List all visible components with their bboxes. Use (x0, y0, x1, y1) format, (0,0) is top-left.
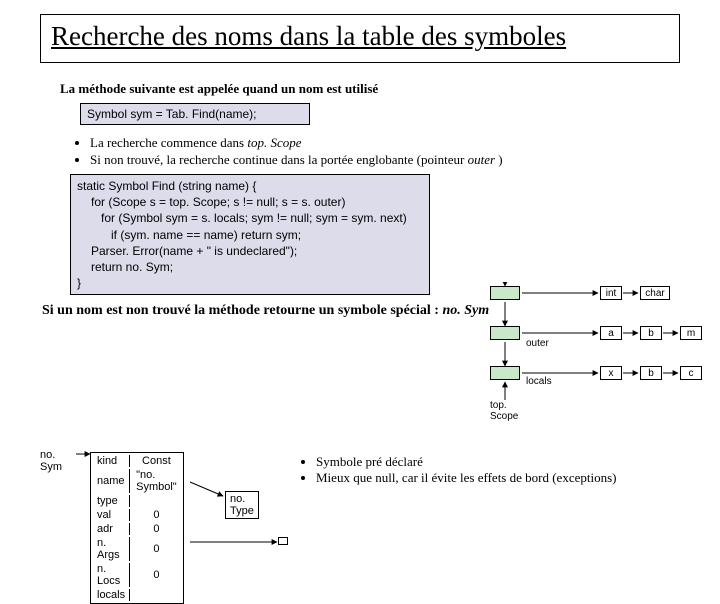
scope-node (490, 366, 520, 380)
symbol-node: x (600, 366, 622, 380)
bullet-list-2: Symbole pré déclaré Mieux que null, car … (300, 454, 616, 486)
symbol-node: c (680, 366, 702, 380)
intro-section: La méthode suivante est appelée quand un… (60, 81, 660, 295)
bullet-item: Symbole pré déclaré (316, 454, 616, 470)
symbol-node: m (680, 326, 702, 340)
page-title: Recherche des noms dans la table des sym… (51, 21, 669, 52)
symbol-node: a (600, 326, 622, 340)
bullet-list-1: La recherche commence dans top. Scope Si… (90, 135, 660, 168)
topscope-label: top. Scope (490, 400, 518, 422)
end-box (278, 537, 288, 545)
bullet-item: Mieux que null, car il évite les effets … (316, 470, 616, 486)
title-box: Recherche des noms dans la table des sym… (40, 14, 680, 63)
bullet-item: La recherche commence dans top. Scope (90, 135, 660, 151)
intro-text: La méthode suivante est appelée quand un… (60, 81, 660, 97)
code-snippet-2: static Symbol Find (string name) { for (… (70, 174, 430, 295)
symbol-node: int (600, 286, 622, 300)
nosym-table: kindConst name"no. Symbol" type val0 adr… (90, 452, 184, 604)
symbol-node: b (640, 326, 662, 340)
scope-node (490, 326, 520, 340)
code-snippet-1: Symbol sym = Tab. Find(name); (80, 103, 310, 125)
symbol-node: char (640, 286, 670, 300)
notype-box: no. Type (225, 491, 259, 519)
locals-label: locals (526, 376, 552, 387)
outer-label: outer (526, 338, 549, 349)
symbol-node: b (640, 366, 662, 380)
bullet-item: Si non trouvé, la recherche continue dan… (90, 152, 660, 168)
scope-node (490, 286, 520, 300)
